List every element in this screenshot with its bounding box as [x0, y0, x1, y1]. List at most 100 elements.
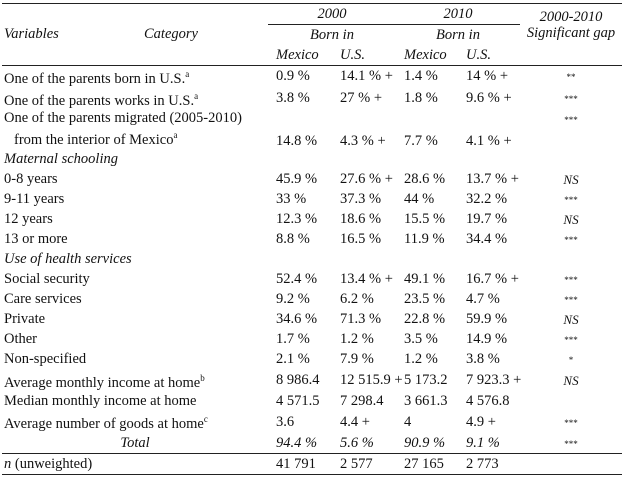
value-cell: 7 298.4 — [340, 392, 384, 409]
row-label: 0-8 years — [2, 170, 268, 190]
table-row: One of the parents born in U.S.a 0.9 % 14.… — [2, 66, 622, 88]
value-cell: 7.9 % — [340, 351, 374, 368]
value-cell: 33 % — [276, 191, 307, 208]
value-cell: 59.9 % — [466, 311, 508, 328]
gap-cell: *** — [520, 330, 622, 350]
section-label: Maternal schooling — [4, 151, 118, 168]
value-cell: 1.2 % — [404, 351, 438, 368]
significance: *** — [564, 295, 578, 306]
value-cell: 9.6 % + — [466, 90, 512, 107]
significance: *** — [564, 417, 578, 428]
value-cell: 41 791 — [268, 453, 332, 476]
footnote-mark: a — [185, 69, 190, 79]
label-text: 0-8 years — [4, 171, 58, 188]
gap-cell: * — [520, 350, 622, 370]
gap-cell: ** — [520, 66, 622, 88]
row-label: Other — [2, 330, 268, 350]
row-label: Median monthly income at home — [2, 391, 268, 411]
significance: *** — [564, 335, 578, 346]
value-cell: 1.7 % — [276, 331, 310, 348]
value-cell: 13.7 % + — [466, 171, 519, 188]
table-row: Total 94.4 % 5.6 % 90.9 % 9.1 % *** — [2, 433, 622, 455]
label-text: 9-11 years — [4, 191, 65, 208]
label-text: Median monthly income at home — [4, 392, 197, 409]
table-row: Average number of goods at homec 3.6 4.4 +… — [2, 411, 622, 433]
table-row: Median monthly income at home 4 571.5 7 29… — [2, 391, 622, 411]
value-cell: 4.9 + — [466, 413, 496, 430]
value-cell: 12 515.9 + — [340, 372, 403, 389]
cell — [2, 45, 268, 66]
cell — [520, 45, 622, 66]
value-cell: 3.5 % — [404, 331, 438, 348]
gap-cell: NS — [520, 310, 622, 330]
value-cell: 12.3 % — [276, 211, 318, 228]
gap-cell: *** — [520, 230, 622, 250]
data-table: 2000 2010 2000-2010 Significant gap Vari… — [2, 3, 622, 476]
value-cell: 3.6 — [276, 413, 295, 430]
value-cell: 5 173.2 — [404, 372, 448, 389]
table-row: One of the parents migrated (2005-2010) f… — [2, 110, 622, 150]
value-cell: 9.2 % — [276, 291, 310, 308]
table-row: Private 34.6 % 71.3 % 22.8 % 59.9 % NS — [2, 310, 622, 330]
total-label: Total — [120, 434, 150, 451]
significance: NS — [563, 312, 579, 328]
gap-header: 2000-2010 Significant gap — [520, 3, 622, 45]
value-cell: 5.6 % — [332, 433, 396, 455]
table-row: 9-11 years 33 % 37.3 % 44 % 32.2 % *** — [2, 190, 622, 210]
gap-cell: NS — [520, 370, 622, 392]
value-cell: 2 773 — [458, 453, 520, 476]
label-text: Average number of goods at home — [4, 416, 204, 433]
column-header: Mexico — [268, 45, 332, 66]
significance: NS — [563, 212, 579, 228]
value-cell: 2.1 % — [276, 351, 310, 368]
label-text: 13 or more — [4, 231, 68, 248]
table-row: 12 years 12.3 % 18.6 % 15.5 % 19.7 % NS — [2, 210, 622, 230]
value-cell: 27 % + — [340, 90, 383, 107]
value-cell: 49.1 % — [404, 271, 446, 288]
row-label: One of the parents migrated (2005-2010) f… — [2, 110, 268, 150]
value-cell: 27 165 — [396, 453, 458, 476]
value-cell: 11.9 % — [404, 231, 445, 248]
table-row: One of the parents works in U.S.a 3.8 % 27… — [2, 88, 622, 110]
row-label: Non-specified — [2, 350, 268, 370]
value-cell: 1.2 % — [340, 331, 374, 348]
label-text: from the interior of Mexico — [14, 132, 174, 149]
table-row: Average monthly income at homeb 8 986.4 12… — [2, 370, 622, 392]
gap-cell: *** — [520, 290, 622, 310]
value-cell: 44 % — [404, 191, 435, 208]
row-label: 13 or more — [2, 230, 268, 250]
gap-cell: NS — [520, 210, 622, 230]
value-cell: 8.8 % — [276, 231, 310, 248]
label-text: Private — [4, 311, 46, 328]
significance: *** — [564, 195, 578, 206]
value-cell: 9.1 % — [458, 433, 520, 455]
column-header: U.S. — [332, 45, 396, 66]
significance: ** — [566, 72, 576, 83]
variables-header: Variables — [4, 26, 59, 43]
value-cell: 8 986.4 — [276, 372, 320, 389]
row-label: Care services — [2, 290, 268, 310]
value-cell: 13.4 % + — [340, 271, 393, 288]
value-cell: 4 571.5 — [276, 392, 320, 409]
value-cell: 90.9 % — [396, 433, 458, 455]
significance: *** — [564, 235, 578, 246]
value-cell: 1.4 % — [404, 68, 438, 85]
value-cell: 32.2 % — [466, 191, 508, 208]
header-row: Variables Category Born in Born in — [2, 25, 622, 46]
row-label: One of the parents born in U.S.a — [2, 66, 268, 88]
value-cell: 16.7 % + — [466, 271, 519, 288]
value-cell: 4.1 % + — [466, 132, 512, 149]
section-label: Use of health services — [4, 251, 132, 268]
value-cell: 94.4 % — [268, 433, 332, 455]
value-cell: 3.8 % — [466, 351, 500, 368]
gap-cell: NS — [520, 170, 622, 190]
table-row: Social security 52.4 % 13.4 % + 49.1 % 16.7 … — [2, 270, 622, 290]
value-cell: 1.8 % — [404, 90, 438, 107]
value-cell: 34.6 % — [276, 311, 318, 328]
born-header: Born in — [436, 26, 480, 43]
page: 2000 2010 2000-2010 Significant gap Vari… — [0, 3, 624, 500]
value-cell: 4.4 + — [340, 413, 370, 430]
gap-cell: *** — [520, 433, 622, 455]
significance: *** — [564, 114, 578, 125]
value-cell: 14.8 % — [276, 132, 318, 149]
